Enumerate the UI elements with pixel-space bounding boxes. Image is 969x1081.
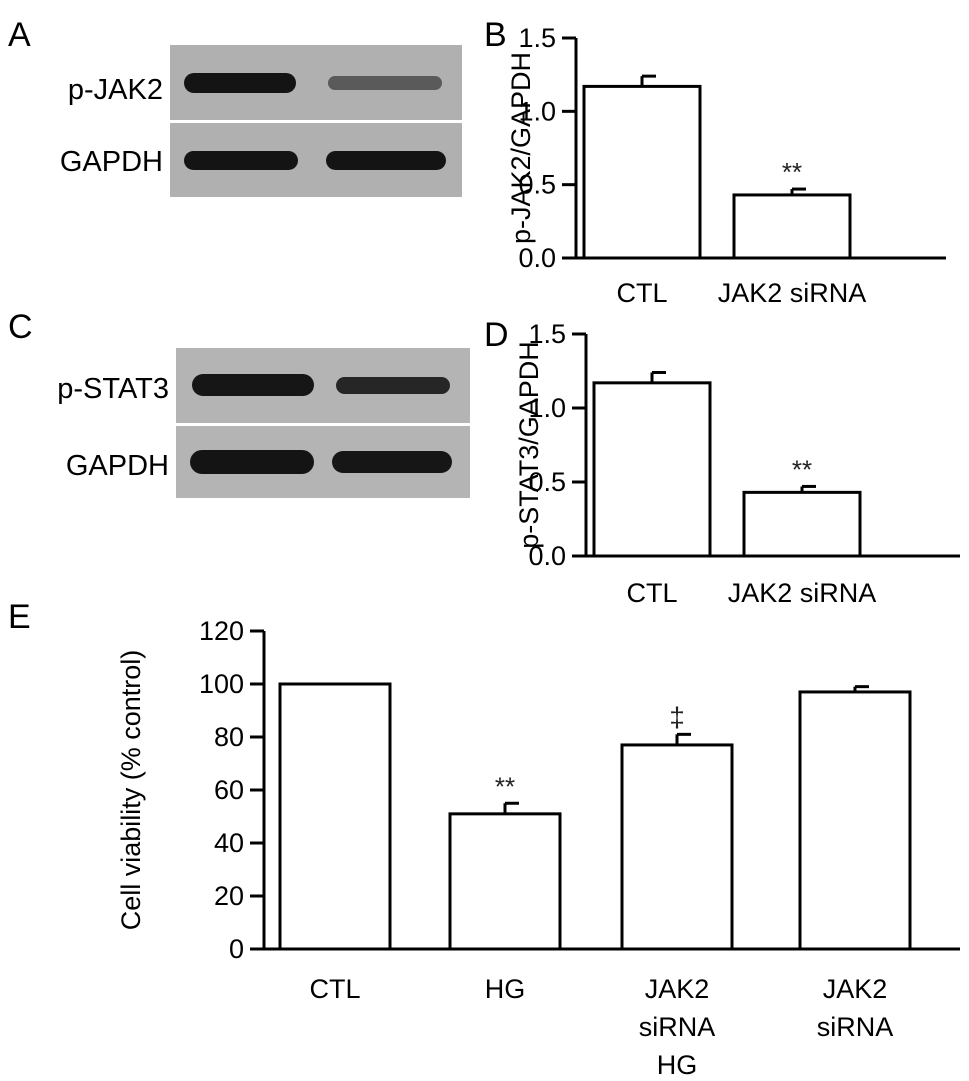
y-tick-label: 120	[199, 616, 244, 646]
blot-row-label: p-STAT3	[57, 373, 169, 405]
bar	[732, 193, 852, 260]
blot-row-label: GAPDH	[59, 146, 163, 178]
y-tick-label: 80	[214, 722, 244, 752]
panel-letter-b: B	[484, 16, 507, 54]
bar	[448, 812, 562, 951]
blot-band	[192, 374, 314, 396]
panel-letter-d: D	[484, 316, 509, 354]
y-axis-label: p-STAT3/GAPDH	[514, 341, 544, 549]
category-label: JAK2	[823, 974, 888, 1004]
category-label: siRNA	[639, 1012, 716, 1042]
y-tick-label: 0.5	[528, 467, 566, 497]
bar	[742, 490, 862, 558]
y-tick-label: 0.0	[518, 243, 556, 273]
blot-band	[190, 450, 314, 474]
y-tick-label: 20	[214, 881, 244, 911]
panel-letter-e: E	[8, 598, 31, 636]
chart-d: 0.0 0.5 1.0 1.5p-STAT3/GAPDH CTL ** JAK2 siRNA	[514, 319, 960, 608]
y-tick-label: 1.5	[518, 23, 556, 53]
y-tick-label: 0.0	[528, 541, 566, 571]
significance-marker: **	[782, 157, 802, 187]
category-label: HG	[657, 1050, 698, 1080]
category-label: JAK2	[645, 974, 710, 1004]
blot-band	[328, 76, 442, 90]
blot-band	[184, 151, 298, 170]
blot-band	[332, 451, 452, 473]
chart-e: 0 20 40 60 80 100 120 Cell viability (% control…	[116, 616, 960, 1080]
significance-marker: **	[495, 771, 515, 801]
y-tick-label: 40	[214, 828, 244, 858]
category-label: CTL	[616, 278, 667, 308]
y-tick-label: 60	[214, 775, 244, 805]
category-label: CTL	[309, 974, 360, 1004]
y-tick-label: 0.5	[518, 170, 556, 200]
bar	[592, 381, 712, 558]
category-label: JAK2 siRNA	[728, 578, 877, 608]
category-label: siRNA	[817, 1012, 894, 1042]
bar	[278, 682, 392, 951]
y-tick-label: 1.0	[518, 96, 556, 126]
category-label: HG	[485, 974, 526, 1004]
blot-row-label: GAPDH	[65, 450, 169, 482]
y-tick-label: 1.0	[528, 393, 566, 423]
y-axis-label: p-JAK2/GAPDH	[506, 52, 536, 244]
category-label: JAK2 siRNA	[718, 278, 867, 308]
western-blot-c	[176, 348, 470, 498]
bar	[620, 743, 734, 951]
y-tick-label: 100	[199, 669, 244, 699]
bar	[582, 84, 702, 260]
significance-marker: ‡	[669, 701, 685, 732]
blot-strip	[176, 426, 470, 498]
chart-b: 0.0 0.5 1.0 1.5p-JAK2/GAPDH CTL ** JAK2 siRNA	[506, 23, 946, 308]
significance-marker: **	[792, 454, 812, 484]
blot-strip	[170, 45, 462, 120]
blot-band	[336, 377, 450, 394]
y-tick-label: 1.5	[528, 319, 566, 349]
panel-letter-a: A	[8, 16, 31, 54]
y-tick-label: 0	[229, 934, 244, 964]
blot-band	[184, 73, 296, 93]
blot-strip	[176, 348, 470, 423]
blot-row-label: p-JAK2	[67, 74, 163, 106]
category-label: CTL	[626, 578, 677, 608]
western-blot-a	[170, 45, 462, 197]
blot-strip	[170, 123, 462, 197]
panel-letter-c: C	[8, 308, 33, 346]
y-axis-label: Cell viability (% control)	[116, 650, 146, 931]
blot-band	[326, 151, 446, 170]
bar	[798, 690, 912, 951]
